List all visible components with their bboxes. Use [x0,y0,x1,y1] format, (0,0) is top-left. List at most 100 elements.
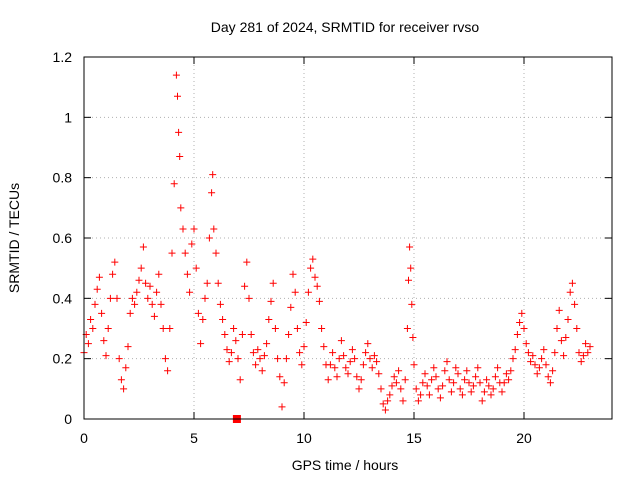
data-point [381,406,389,414]
data-point [577,358,585,366]
data-point [219,315,227,323]
data-point [225,358,233,366]
data-point [507,367,515,375]
data-point [124,343,132,351]
data-point [309,255,317,263]
data-point [375,370,383,378]
data-point [166,325,174,332]
data-point [186,288,194,296]
data-point [500,379,508,387]
data-point [238,331,246,339]
data-point [362,349,370,357]
data-point [298,361,306,369]
data-point [417,391,425,399]
data-point [252,361,260,369]
data-point [472,373,480,381]
data-point [318,325,326,332]
data-point [331,364,339,372]
data-point [161,355,169,363]
y-tick-label: 1.2 [53,49,73,65]
data-point [188,240,196,248]
data-point [340,352,348,360]
data-point [399,397,407,405]
data-point [566,288,574,296]
data-point [386,391,394,399]
data-point [232,337,240,345]
data-point [461,376,469,384]
data-point [368,364,376,372]
data-point [313,282,321,290]
data-point [359,361,367,369]
data-point [245,294,253,302]
data-point [564,315,572,323]
data-point [258,367,266,375]
data-point [106,294,114,302]
x-tick-label: 20 [516,430,532,446]
data-point [355,385,363,393]
data-point [412,385,420,393]
data-point [100,337,108,345]
data-point [373,358,381,366]
data-point [450,379,458,387]
data-point [183,270,191,278]
data-point [456,385,464,393]
data-point [463,367,471,375]
data-point [155,270,163,278]
data-point [353,373,361,381]
data-point [120,385,128,393]
data-point [410,361,418,369]
data-point [489,385,497,393]
data-point [405,276,412,284]
data-point [546,379,554,387]
data-point [408,300,416,308]
data-point [474,364,482,372]
x-tick-label: 10 [296,430,312,446]
data-point [498,388,506,396]
data-point [586,343,594,351]
data-point [164,367,172,375]
data-point [579,352,587,360]
data-point [483,376,491,384]
data-point [177,204,185,212]
x-tick-label: 0 [80,430,88,446]
data-point [174,92,181,100]
data-point [337,337,345,345]
data-point [423,382,431,390]
ticks: 0 0.2 0.4 0.6 0.8 1 1.2 0 5 10 15 20 [53,49,612,446]
data-point [150,312,158,320]
data-point [407,264,415,272]
data-point [113,294,121,302]
data-point [254,346,262,354]
data-point [544,373,552,381]
data-point [522,340,530,348]
data-point [176,153,184,161]
data-point [212,249,220,257]
data-point [551,349,559,357]
data-point [269,279,277,287]
data-point [342,364,350,372]
data-point [377,385,385,393]
data-point [366,355,374,363]
data-point [573,325,581,332]
data-point [175,128,183,136]
data-point [146,282,154,290]
data-point [540,346,548,354]
data-point [170,180,178,188]
data-point [571,300,579,308]
data-point [159,325,167,332]
data-point [214,279,222,287]
data-point [122,364,130,372]
data-point [379,400,387,408]
data-point [131,300,139,308]
y-tick-label: 0 [64,411,72,427]
data-point [241,282,249,290]
data-point [452,364,460,372]
data-point [557,337,565,345]
data-point [115,355,123,363]
data-point [280,379,288,387]
x-tick-label: 15 [406,430,422,446]
data-point [128,294,136,302]
data-point [194,309,202,317]
data-point [535,364,543,372]
